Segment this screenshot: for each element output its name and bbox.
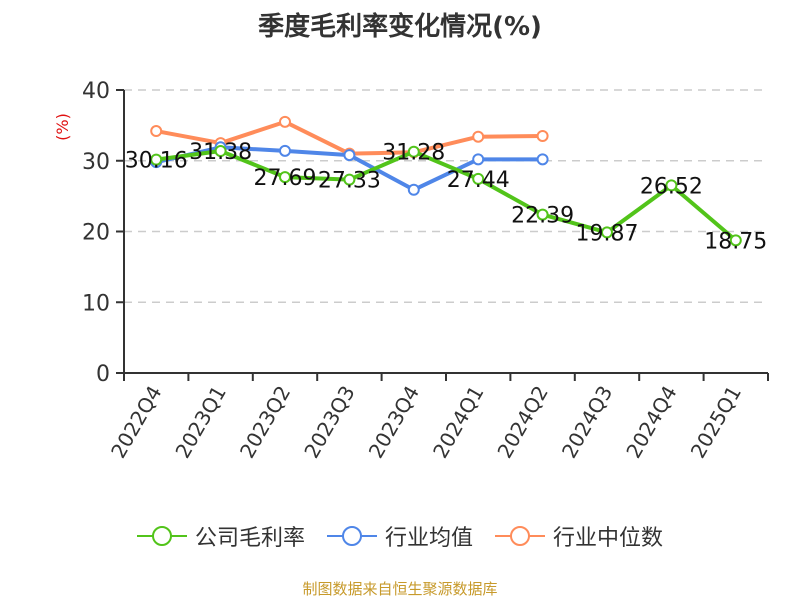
data-label: 18.75: [704, 229, 767, 254]
series-lines: [150, 115, 742, 247]
data-point: [150, 125, 163, 138]
y-axis-label: (%): [53, 113, 72, 141]
data-point: [279, 144, 291, 157]
data-point: [665, 179, 678, 192]
data-point: [343, 173, 356, 186]
x-tick-label: 2023Q4: [364, 382, 424, 463]
data-point: [343, 149, 356, 162]
data-label: 26.52: [640, 174, 703, 199]
legend-marker-icon: [326, 526, 377, 546]
data-point: [150, 153, 163, 166]
data-point: [407, 183, 420, 196]
data-point: [279, 115, 291, 128]
data-point: [536, 153, 549, 166]
data-label: 31.28: [382, 141, 445, 166]
data-point: [601, 226, 613, 239]
data-label: 19.87: [576, 221, 639, 246]
data-label: 27.69: [254, 166, 317, 191]
legend-item[interactable]: 行业中位数: [495, 520, 663, 552]
data-point: [407, 145, 420, 158]
x-tick-label: 2023Q1: [170, 382, 230, 463]
data-label: 30.16: [125, 149, 188, 174]
data-point: [472, 130, 485, 143]
legend-item[interactable]: 公司毛利率: [136, 520, 305, 552]
x-tick-label: 2025Q1: [686, 382, 746, 463]
data-point: [279, 171, 291, 184]
legend: 公司毛利率 行业均值 行业中位数: [0, 520, 800, 552]
legend-marker-icon: [136, 526, 187, 546]
source-note: 制图数据来自恒生聚源数据库: [302, 580, 498, 598]
x-tick-label: 2024Q2: [492, 382, 552, 463]
data-point: [472, 153, 485, 166]
x-tick-label: 2024Q3: [557, 382, 617, 463]
data-point: [536, 208, 549, 221]
x-tick-label: 2024Q4: [621, 382, 681, 463]
data-label: 27.44: [447, 168, 510, 193]
series-line: [155, 148, 738, 242]
y-tick-label: 10: [82, 291, 110, 316]
legend-label: 行业均值: [384, 526, 473, 551]
x-tick-label: 2024Q1: [428, 382, 488, 463]
chart-title: 季度毛利率变化情况(%): [258, 12, 542, 42]
data-label: 27.33: [318, 169, 381, 194]
y-tick-label: 20: [82, 221, 110, 246]
x-tick-label: 2022Q4: [106, 382, 166, 463]
data-point: [214, 144, 227, 157]
axes: 0 10 20 30 40 (%) 2022Q4 2023Q1 2023Q2 2023Q3 2023…: [53, 79, 769, 463]
y-tick-label: 0: [96, 362, 110, 387]
data-point: [536, 129, 549, 142]
legend-marker-icon: [495, 526, 545, 546]
y-tick-label: 30: [82, 150, 110, 175]
x-tick-label: 2023Q2: [235, 382, 295, 463]
data-point: [472, 172, 485, 185]
grid-lines: [124, 89, 768, 303]
data-point: [729, 234, 742, 247]
data-label: 22.39: [511, 204, 574, 229]
y-tick-label: 40: [82, 79, 110, 104]
line-chart: 0 10 20 30 40 (%) 2022Q4 2023Q1 2023Q2 2023Q3 2023…: [53, 79, 769, 463]
data-label: 31.38: [189, 140, 252, 165]
legend-item[interactable]: 行业均值: [326, 520, 473, 552]
x-tick-label: 2023Q3: [299, 382, 359, 463]
legend-label: 公司毛利率: [194, 526, 305, 551]
legend-label: 行业中位数: [553, 526, 664, 551]
